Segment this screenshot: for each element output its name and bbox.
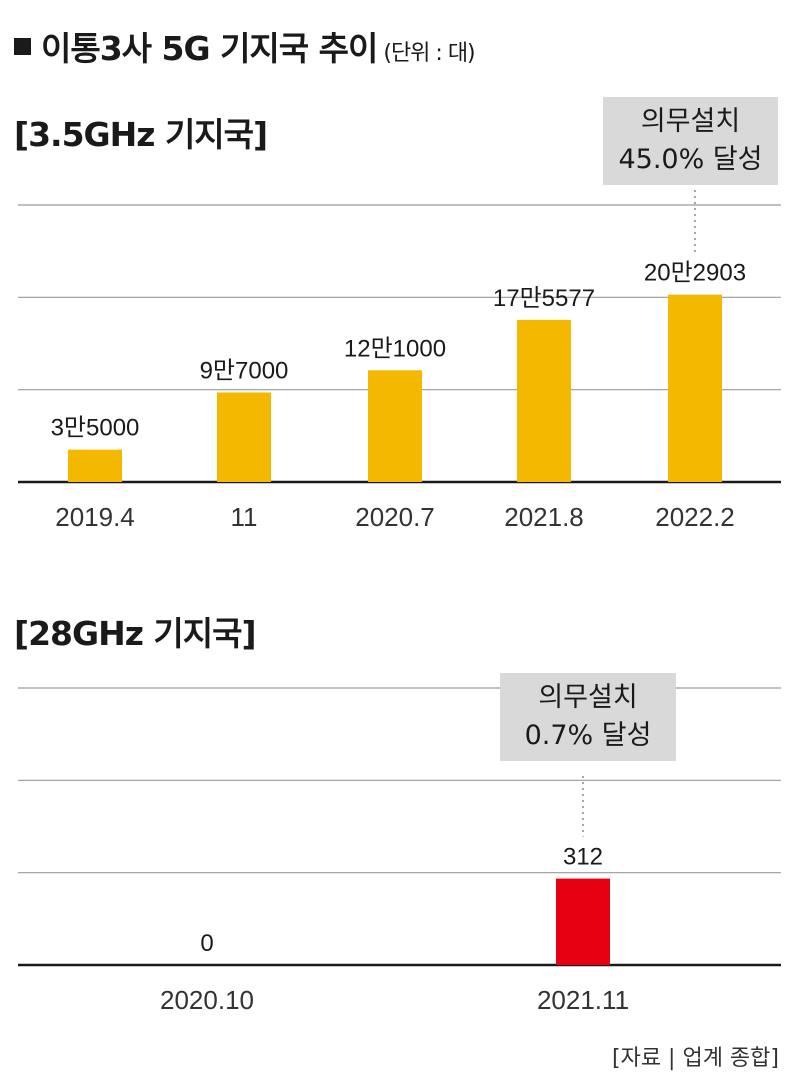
data-label: 12만1000: [344, 335, 446, 362]
chart-title-text: 이통3사 5G 기지국 추이: [41, 29, 378, 68]
bar-2021.11: [556, 878, 610, 965]
callout-line-2: 0.7% 달성: [524, 720, 652, 751]
callout-line-1: 의무설치: [640, 106, 741, 137]
data-label: 9만7000: [200, 357, 289, 384]
source-note: [자료 | 업계 종합]: [612, 1046, 779, 1071]
callout-28ghz: 의무설치 0.7% 달성: [500, 673, 676, 761]
bar-2022.2: [668, 294, 722, 482]
data-label: 3만5000: [51, 415, 140, 442]
x-tick-label: 2021.11: [537, 985, 629, 1015]
callout-line-2: 45.0% 달성: [618, 144, 763, 175]
chart-28ghz: 0 2020.10 312 2021.11: [18, 687, 781, 1015]
chart-3-5ghz: 3만5000 2019.4 9만7000 11 12만1000 2020.7 17만5577…: [18, 190, 781, 532]
bar-2019.4: [68, 449, 122, 482]
unit-label: (단위 : 대): [383, 41, 475, 66]
data-label: 20만2903: [644, 260, 746, 287]
x-tick-label: 2020.10: [160, 985, 254, 1015]
x-tick-label: 2020.7: [355, 502, 435, 532]
section-title-28ghz: [28GHz 기지국]: [14, 614, 257, 653]
data-label: 17만5577: [493, 285, 595, 312]
bar-11: [217, 392, 271, 482]
callout-3-5ghz: 의무설치 45.0% 달성: [603, 97, 778, 185]
x-tick-label: 11: [231, 502, 258, 532]
chart-title: 이통3사 5G 기지국 추이 (단위 : 대): [14, 22, 476, 70]
section-title-3-5ghz: [3.5GHz 기지국]: [14, 115, 268, 154]
data-label: 312: [563, 844, 603, 871]
bar-2021.8: [517, 319, 571, 482]
x-tick-label: 2019.4: [55, 502, 135, 532]
x-tick-label: 2021.8: [504, 502, 584, 532]
data-label: 0: [200, 930, 213, 957]
callout-line-1: 의무설치: [538, 682, 638, 713]
square-bullet-icon: [14, 38, 31, 55]
bar-2020.7: [368, 370, 422, 482]
x-tick-label: 2022.2: [655, 502, 735, 532]
